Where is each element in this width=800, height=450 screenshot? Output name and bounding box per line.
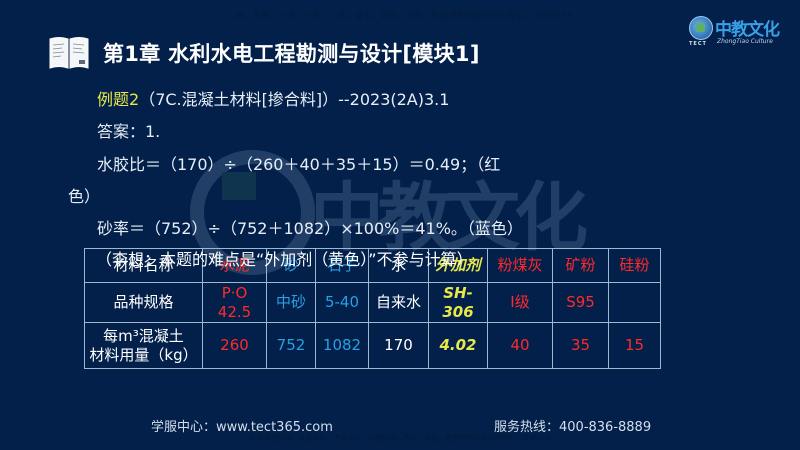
qty-stone: 1082 bbox=[315, 322, 369, 369]
example-label: 例题2 bbox=[97, 90, 140, 109]
spec-cement: P·O 42.5 bbox=[202, 282, 267, 323]
header-water: 水 bbox=[368, 248, 429, 283]
header-sand: 砂 bbox=[266, 248, 316, 283]
qty-admixture: 4.02 bbox=[428, 322, 488, 369]
spec-water: 自来水 bbox=[368, 282, 429, 323]
brand-logo: TECT 中教文化 ZhongTiao Culture bbox=[687, 14, 797, 54]
spec-slag-powder: S95 bbox=[552, 282, 609, 323]
logo-tect-text: TECT bbox=[689, 41, 707, 47]
table-row-quantity: 每m³混凝土 材料用量（kg） 260 752 1082 170 4.02 40 … bbox=[84, 322, 661, 369]
qty-slag-powder: 35 bbox=[552, 322, 609, 369]
water-binder-ratio-wrap: 色） bbox=[68, 187, 101, 206]
example-heading: 例题2（7C.混凝土材料[掺合料]）--2023(2A)3.1 bbox=[97, 86, 449, 110]
header-slag-powder: 矿粉 bbox=[552, 248, 609, 283]
bottom-watermark: 各网课视频课、真题资料、考点串讲、习题精讲、考前三页纸、绝密押题联系QQ微信：3… bbox=[249, 434, 551, 442]
answer-line: 答案：1. bbox=[97, 122, 161, 141]
header-admixture: 外加剂 bbox=[428, 248, 488, 283]
spec-fly-ash: Ⅰ级 bbox=[487, 282, 553, 323]
header-fly-ash: 粉煤灰 bbox=[487, 248, 553, 283]
table-header-row: 材料名称 水泥 砂 石子 水 外加剂 粉煤灰 矿粉 硅粉 bbox=[84, 248, 661, 283]
hotline-text: 服务热线：400-836-8889 bbox=[494, 420, 652, 435]
qty-cement: 260 bbox=[202, 322, 267, 369]
sand-ratio-line: 砂率＝（752）÷（752＋1082）×100%＝41%。（蓝色） bbox=[97, 219, 523, 238]
logo-cn-text: 中教文化 bbox=[715, 20, 780, 40]
header-stone: 石子 bbox=[315, 248, 369, 283]
qty-silica-fume: 15 bbox=[608, 322, 661, 369]
globe-icon bbox=[689, 16, 713, 40]
spec-sand: 中砂 bbox=[266, 282, 316, 323]
mix-proportion-table: 材料名称 水泥 砂 石子 水 外加剂 粉煤灰 矿粉 硅粉 品种规格 P·O 42.… bbox=[84, 248, 661, 369]
water-binder-ratio-line: 水胶比＝（170）÷（260＋40＋35＋15）＝0.49；（红 bbox=[97, 155, 501, 174]
spec-label: 品种规格 bbox=[84, 282, 203, 323]
qty-fly-ash: 40 bbox=[487, 322, 553, 369]
qty-water: 170 bbox=[368, 322, 429, 369]
table-row-spec: 品种规格 P·O 42.5 中砂 5-40 自来水 SH- 306 Ⅰ级 S95 bbox=[84, 282, 661, 323]
top-watermark: 二建、监理、一建、一造、二造、安全、消防、咨询、检测课程加微信/QQ微信：384… bbox=[227, 11, 573, 20]
spec-stone: 5-40 bbox=[315, 282, 369, 323]
quantity-label: 每m³混凝土 材料用量（kg） bbox=[84, 322, 203, 369]
open-book-icon bbox=[49, 37, 89, 69]
header-cement: 水泥 bbox=[202, 248, 267, 283]
spec-admixture: SH- 306 bbox=[428, 282, 488, 323]
spec-silica-fume bbox=[608, 282, 661, 323]
qty-sand: 752 bbox=[266, 322, 316, 369]
header-material-name: 材料名称 bbox=[84, 248, 203, 283]
logo-en-text: ZhongTiao Culture bbox=[717, 38, 773, 45]
header-silica-fume: 硅粉 bbox=[608, 248, 661, 283]
example-topic: （7C.混凝土材料[掺合料]）--2023(2A)3.1 bbox=[139, 90, 450, 109]
service-center-text: 学服中心：www.tect365.com bbox=[151, 420, 333, 435]
page-title: 第1章 水利水电工程勘测与设计[模块1] bbox=[103, 42, 480, 66]
